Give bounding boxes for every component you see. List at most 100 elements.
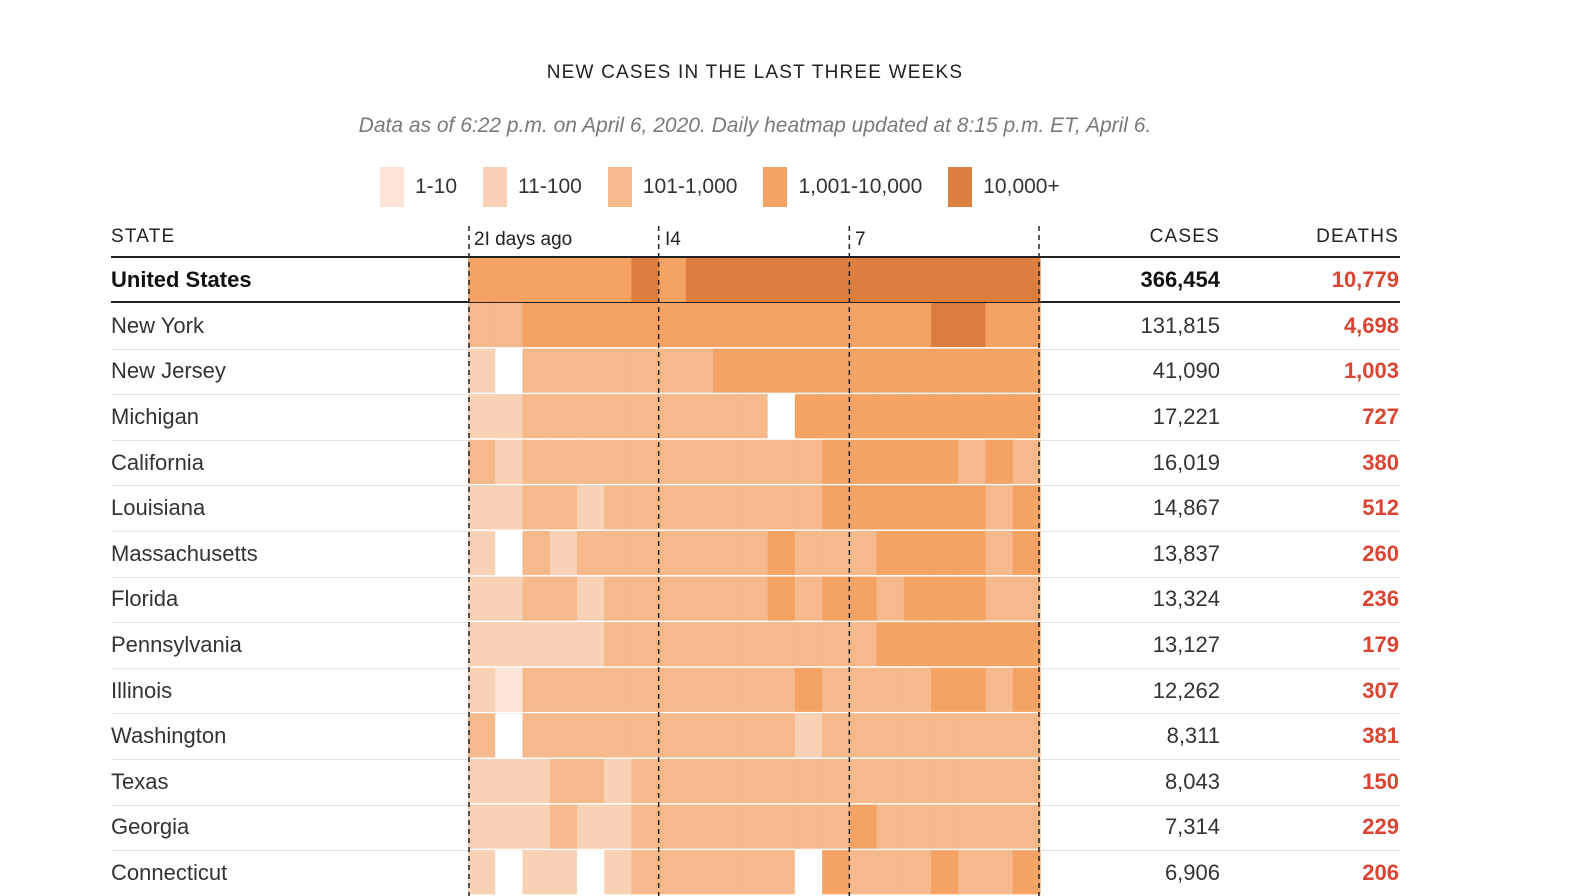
heatmap-cell [985,622,1014,667]
heatmap-cell [876,759,905,804]
heatmap-cell [985,531,1014,576]
heatmap-cell [1012,485,1041,530]
heatmap-cell [631,258,660,302]
heatmap-cell [740,759,769,804]
heatmap-cell [958,576,987,621]
heatmap-cell [713,759,741,804]
heatmap-cell [576,303,605,348]
heatmap-cell [631,303,660,348]
heatmap-cell [576,485,605,530]
heatmap-cell [876,485,905,530]
heatmap-cell [822,439,850,484]
heatmap-cell [931,622,959,667]
heatmap-cell [903,258,932,302]
heatmap-cell [658,759,687,804]
deaths-value: 236 [1362,586,1399,612]
heatmap-cell [767,759,796,804]
heatmap-cell [576,622,605,667]
heatmap-cell [1012,439,1041,484]
heatmap-cell [794,531,823,576]
legend: 1-10 11-100 101-1,000 1,001-10,000 10,000+ [380,167,1086,207]
heatmap-cell [685,667,714,712]
heatmap-cell [958,394,987,439]
legend-item: 10,000+ [948,167,1060,207]
heatmap-cell [985,576,1014,621]
heatmap-cell [794,759,823,804]
heatmap-cell [822,348,850,393]
heatmap-cell [495,531,524,576]
cases-value: 16,019 [1152,449,1220,475]
heatmap-cell [495,348,524,393]
heatmap-cell [794,622,823,667]
heatmap-cell [658,531,687,576]
cases-value: 7,314 [1164,814,1220,840]
heatmap-cell [822,303,850,348]
legend-swatch [483,167,508,207]
heatmap-cell [713,713,741,758]
heatmap-cell [468,531,496,576]
heatmap-cell [767,485,796,530]
heatmap-cell [985,713,1014,758]
heatmap-cell [604,804,633,849]
heatmap-cell [685,439,714,484]
heatmap-cell [822,713,850,758]
heatmap-cell [495,622,524,667]
heatmap-cell [549,485,578,530]
heatmap-cell [931,667,959,712]
heatmap-cell [658,439,687,484]
heatmap-cell [1012,394,1041,439]
legend-label: 11-100 [518,175,582,198]
heatmap-cell [604,622,633,667]
cases-value: 13,127 [1152,631,1220,657]
heatmap-cell [685,804,714,849]
heatmap-cell [876,804,905,849]
heatmap-cell [794,394,823,439]
state-name: United States [111,267,252,292]
heatmap-cell [1012,258,1041,302]
heatmap-cell [604,759,633,804]
cases-value: 6,906 [1164,859,1220,885]
heatmap-cell [658,303,687,348]
heatmap-cell [794,485,823,530]
heatmap-cell [685,303,714,348]
heatmap-cell [549,759,578,804]
heatmap-cell [495,804,524,849]
heatmap-cell [822,850,850,895]
heatmap-cell [794,804,823,849]
cases-value: 41,090 [1152,358,1220,384]
tick-label-14-days: I4 [665,229,681,250]
heatmap-cell [849,622,878,667]
state-name: Texas [111,768,169,794]
tick-label-7-days: 7 [855,229,866,250]
legend-label: 101-1,000 [642,175,738,198]
heatmap-cell [685,713,714,758]
state-name: Illinois [111,677,173,703]
heatmap-cell [767,667,796,712]
chart-title: NEW CASES IN THE LAST THREE WEEKS [546,62,964,83]
heatmap-cell [822,531,850,576]
deaths-value: 179 [1362,631,1399,657]
heatmap-cell [685,759,714,804]
heatmap-cell [495,713,524,758]
heatmap-cell [713,394,741,439]
legend-item: 101-1,000 [607,167,738,207]
heatmap-cell [576,759,605,804]
deaths-value: 150 [1362,768,1399,794]
heatmap-cell [822,804,850,849]
state-name: Massachusetts [111,540,258,566]
heatmap-cell [740,850,769,895]
heatmap-cell [468,850,496,895]
heatmap-cell [713,576,741,621]
heatmap-cell [931,713,959,758]
heatmap-cell [549,439,578,484]
heatmap-cell [468,303,496,348]
heatmap-cell [522,850,551,895]
heatmap-cell [767,303,796,348]
heatmap-cell [468,713,496,758]
heatmap-cell [849,439,878,484]
heatmap-cell [794,576,823,621]
heatmap-cell [931,348,959,393]
heatmap-cell [549,394,578,439]
heatmap-cell [495,303,524,348]
legend-swatch [948,167,973,207]
